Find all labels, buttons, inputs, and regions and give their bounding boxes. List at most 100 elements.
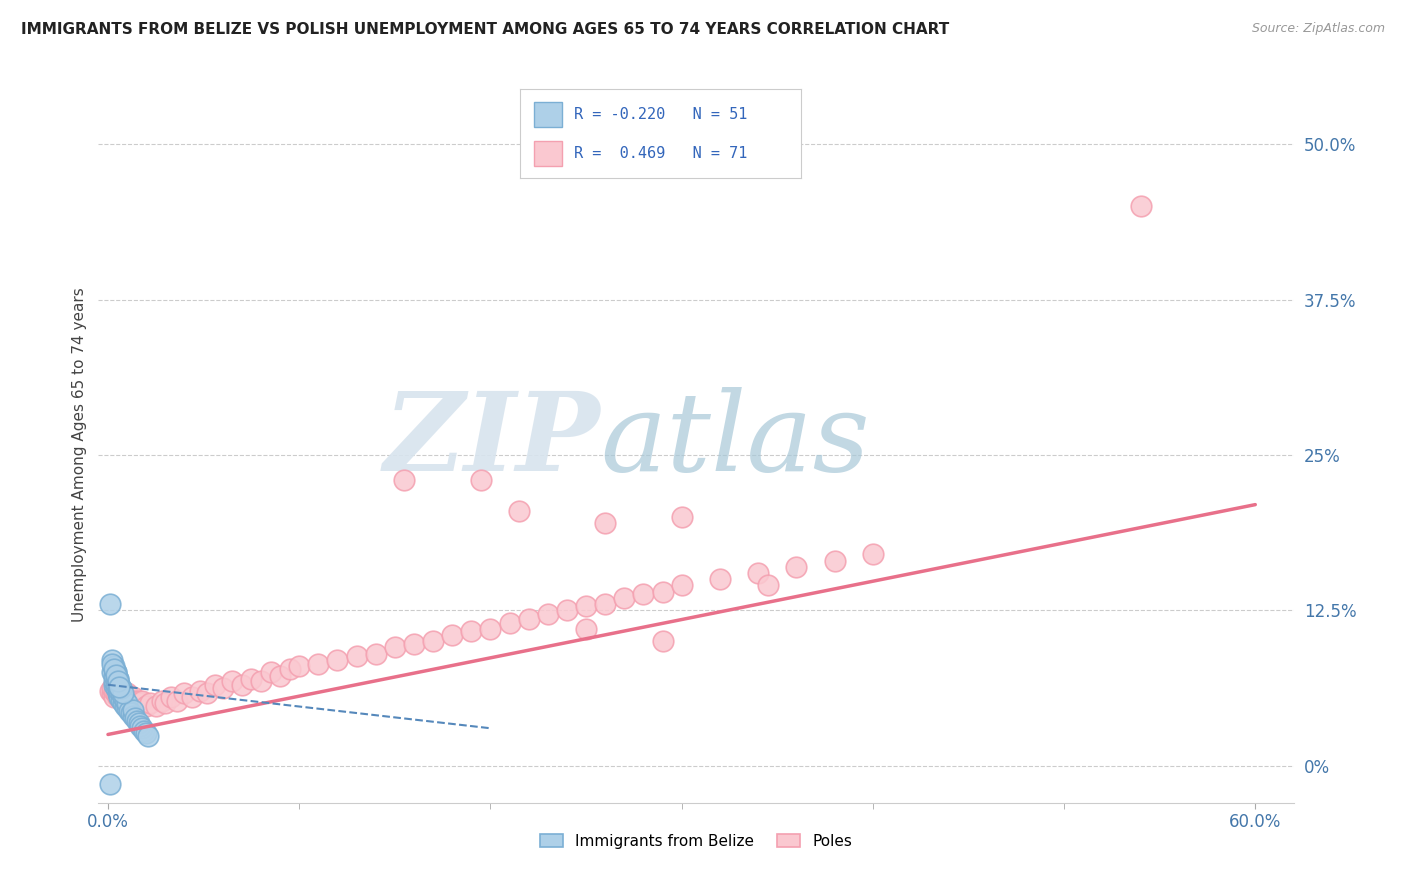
Point: [101, 657, 124, 671]
Point: [555, 603, 578, 617]
Point: [108, 679, 131, 693]
Point: [131, 694, 153, 708]
Text: atlas: atlas: [600, 387, 870, 495]
Point: [115, 701, 138, 715]
Point: [135, 726, 157, 740]
Point: [139, 697, 162, 711]
Point: [120, 694, 142, 708]
Text: IMMIGRANTS FROM BELIZE VS POLISH UNEMPLOYMENT AMONG AGES 65 TO 74 YEARS CORRELAT: IMMIGRANTS FROM BELIZE VS POLISH UNEMPLO…: [21, 22, 949, 37]
Point: [278, 662, 301, 676]
Point: [259, 665, 281, 680]
Point: [103, 674, 125, 689]
Point: [166, 694, 188, 708]
Point: [103, 690, 125, 705]
Point: [128, 694, 150, 708]
Point: [101, 681, 124, 696]
Point: [104, 672, 127, 686]
Point: [671, 510, 693, 524]
Point: [125, 697, 148, 711]
Point: [709, 572, 731, 586]
Point: [197, 686, 219, 700]
Point: [470, 473, 492, 487]
Point: [613, 591, 636, 605]
Point: [115, 686, 138, 700]
Point: [110, 686, 132, 700]
Text: Source: ZipAtlas.com: Source: ZipAtlas.com: [1251, 22, 1385, 36]
Point: [747, 566, 769, 580]
Point: [593, 597, 616, 611]
Point: [104, 676, 127, 690]
Point: [441, 628, 464, 642]
Point: [101, 665, 124, 680]
Point: [231, 678, 253, 692]
Point: [118, 704, 141, 718]
Point: [110, 686, 132, 700]
Point: [517, 612, 540, 626]
Point: [181, 690, 204, 705]
Point: [120, 706, 142, 721]
Point: [326, 653, 349, 667]
Point: [98, 597, 121, 611]
Point: [104, 681, 127, 696]
Point: [204, 678, 226, 692]
Point: [107, 672, 129, 686]
Point: [110, 681, 132, 696]
Point: [188, 684, 211, 698]
Point: [114, 692, 136, 706]
Point: [384, 640, 406, 655]
Point: [250, 674, 273, 689]
Point: [124, 711, 146, 725]
Point: [103, 678, 125, 692]
Point: [240, 672, 263, 686]
Point: [129, 719, 152, 733]
Point: [107, 672, 129, 686]
Point: [135, 698, 157, 713]
Point: [103, 662, 125, 676]
Point: [114, 690, 136, 705]
Point: [125, 714, 148, 728]
Point: [145, 698, 167, 713]
Point: [104, 686, 127, 700]
Point: [98, 777, 121, 791]
Point: [136, 729, 159, 743]
Point: [107, 684, 129, 698]
Point: [575, 622, 598, 636]
Text: R = -0.220   N = 51: R = -0.220 N = 51: [574, 107, 747, 121]
Point: [112, 697, 135, 711]
Point: [633, 587, 655, 601]
Point: [508, 504, 530, 518]
Point: [112, 684, 135, 698]
Point: [211, 681, 233, 696]
Point: [121, 708, 143, 723]
Point: [104, 665, 127, 680]
Point: [402, 637, 425, 651]
Point: [221, 674, 243, 689]
Point: [103, 684, 125, 698]
Point: [108, 678, 131, 692]
Point: [108, 684, 131, 698]
Point: [98, 684, 121, 698]
Point: [155, 697, 177, 711]
Point: [593, 516, 616, 531]
Legend: Immigrants from Belize, Poles: Immigrants from Belize, Poles: [534, 828, 858, 855]
Point: [118, 690, 141, 705]
Point: [112, 690, 135, 705]
Text: ZIP: ZIP: [384, 387, 600, 495]
Point: [103, 669, 125, 683]
Point: [121, 703, 143, 717]
Point: [110, 692, 132, 706]
Point: [575, 599, 598, 614]
Point: [104, 665, 127, 680]
Point: [112, 686, 135, 700]
Point: [862, 547, 884, 561]
Point: [498, 615, 520, 630]
Point: [269, 669, 291, 683]
Point: [121, 690, 143, 705]
Point: [824, 553, 846, 567]
Point: [160, 690, 183, 705]
Point: [103, 659, 125, 673]
Point: [107, 681, 129, 696]
Point: [101, 653, 124, 667]
Y-axis label: Unemployment Among Ages 65 to 74 years: Unemployment Among Ages 65 to 74 years: [72, 287, 87, 623]
Point: [115, 697, 138, 711]
